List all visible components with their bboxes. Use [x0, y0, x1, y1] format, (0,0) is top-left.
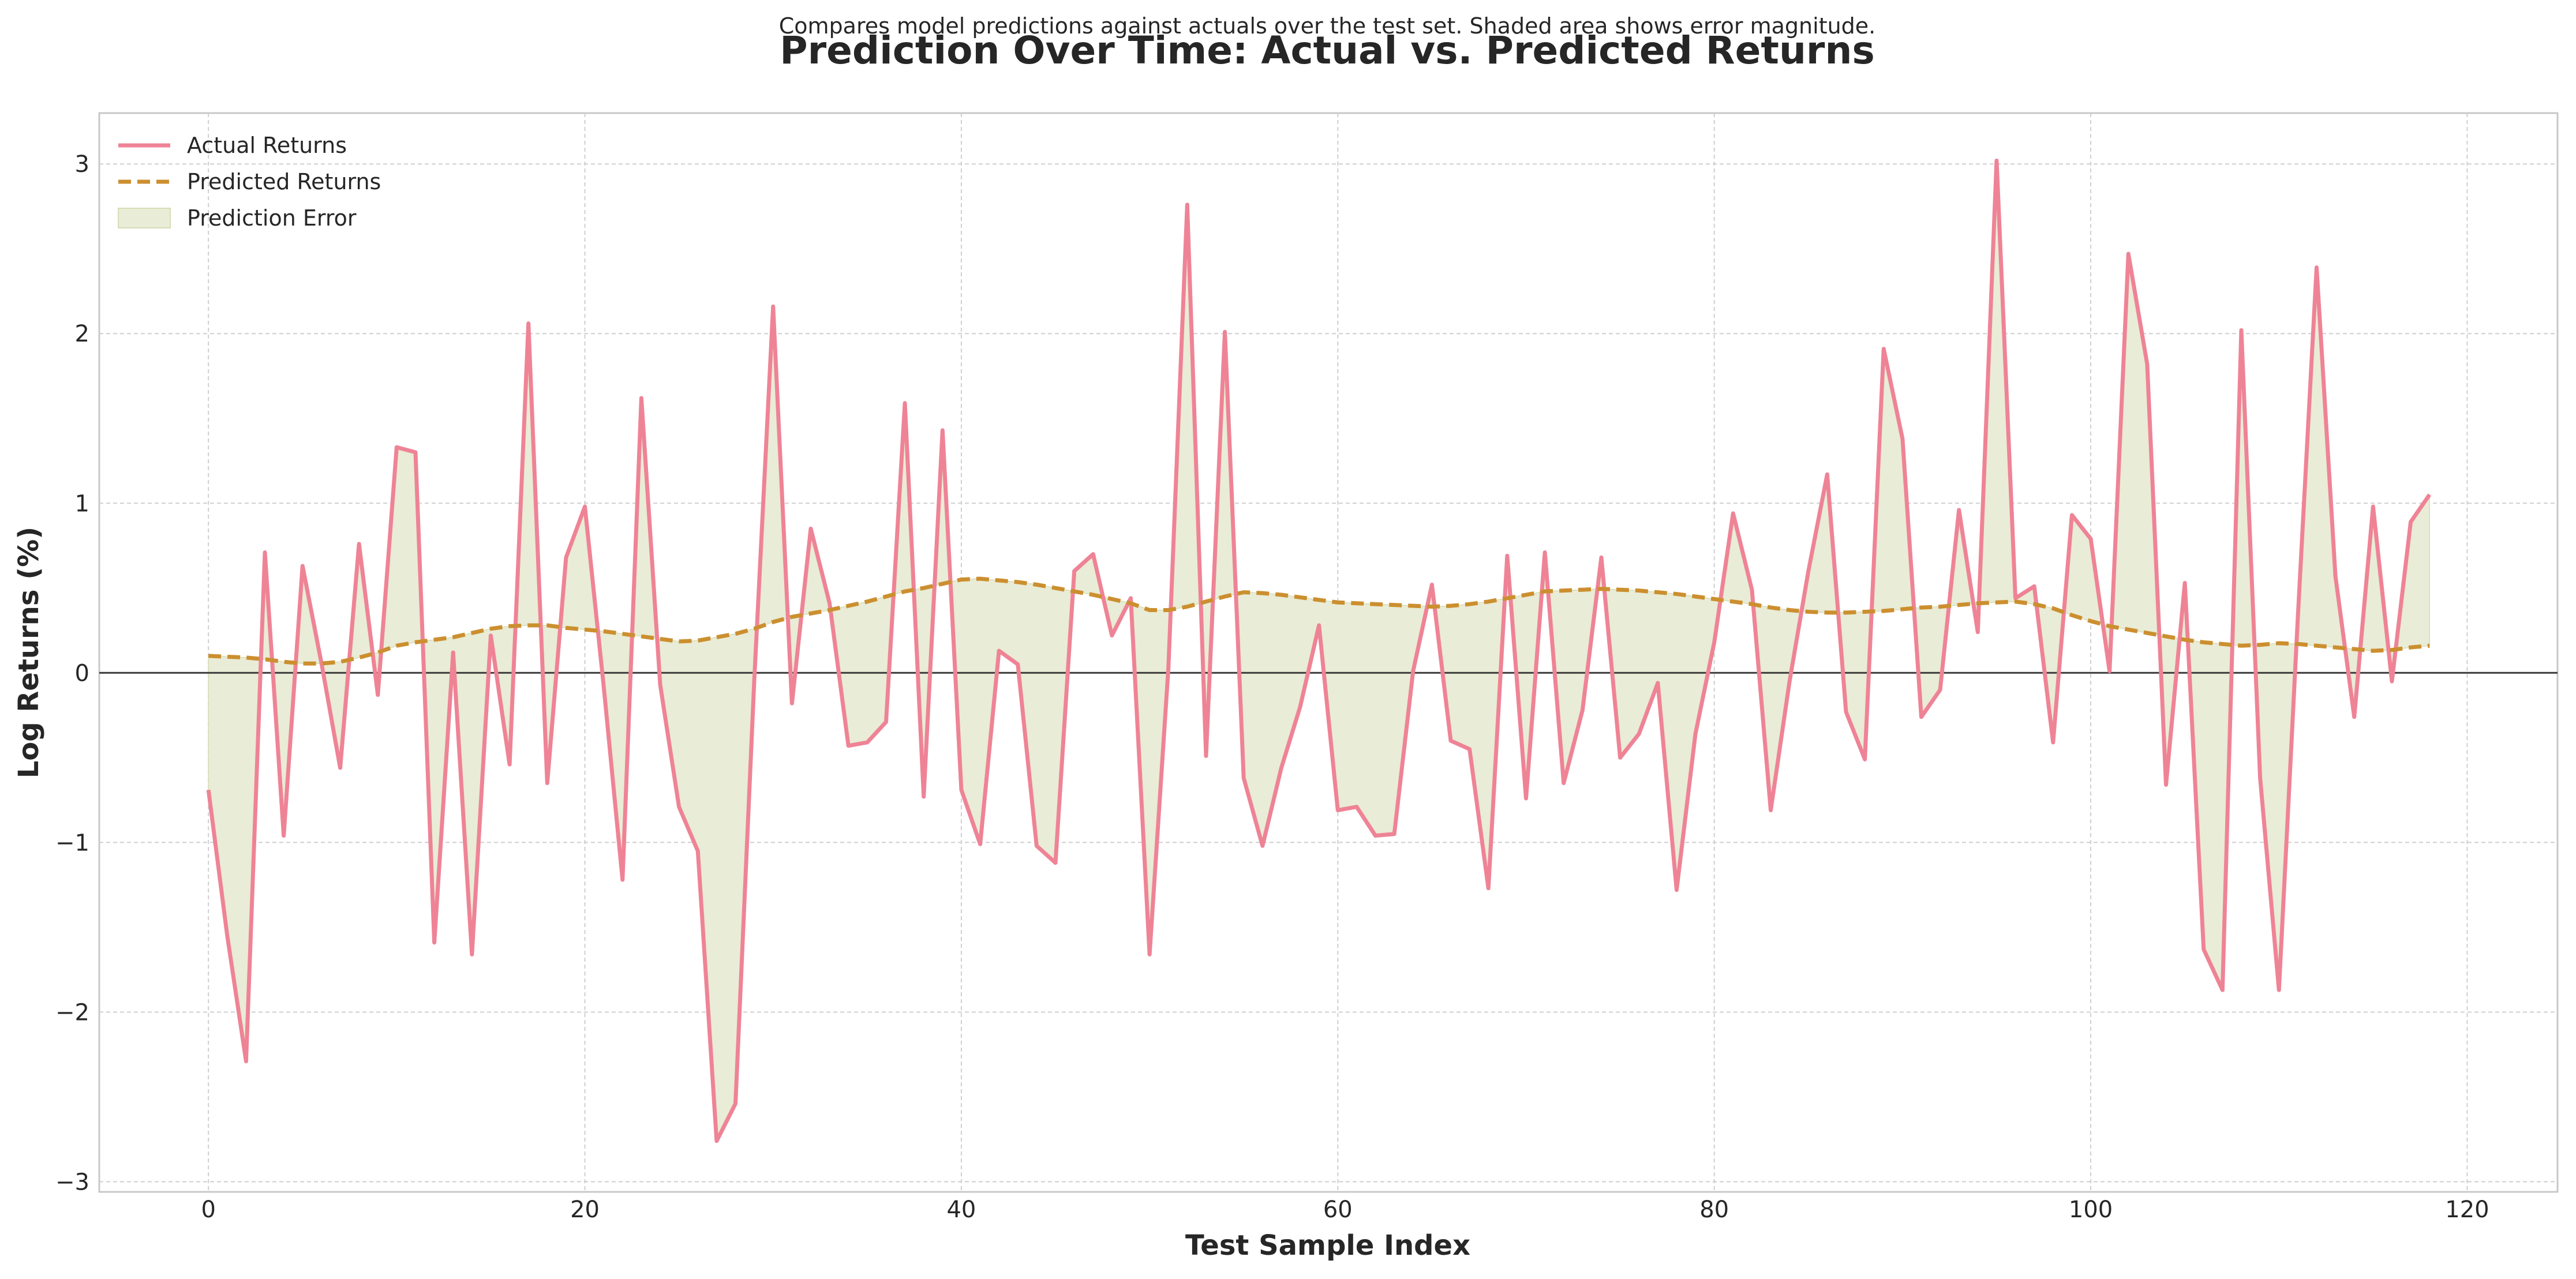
x-tick-label: 120 — [2445, 1197, 2489, 1223]
predicted-returns-line — [208, 576, 2430, 666]
y-tick-label: 1 — [75, 490, 89, 517]
legend-error-swatch — [118, 208, 171, 228]
x-tick-label: 40 — [946, 1197, 976, 1223]
x-tick-label: 0 — [201, 1197, 215, 1223]
x-axis-ticks: 0 20 40 60 80 100 120 — [201, 1197, 2489, 1223]
y-tick-label: 0 — [75, 660, 89, 687]
y-tick-label: −1 — [55, 830, 89, 856]
chart-title: Prediction Over Time: Actual vs. Predict… — [780, 28, 1875, 73]
y-tick-label: 3 — [75, 151, 89, 178]
actual-returns-line — [206, 158, 2432, 1143]
legend-predicted-label: Predicted Returns — [187, 169, 381, 194]
legend-error-label: Prediction Error — [187, 205, 357, 231]
x-tick-label: 20 — [570, 1197, 600, 1223]
x-tick-label: 60 — [1323, 1197, 1353, 1223]
y-tick-label: 2 — [75, 321, 89, 347]
plot-area — [98, 112, 2559, 1193]
y-axis-label: Log Returns (%) — [13, 527, 45, 778]
x-axis-label: Test Sample Index — [1185, 1229, 1470, 1262]
y-tick-label: −2 — [55, 999, 89, 1026]
legend: Actual Returns Predicted Returns Predict… — [118, 133, 381, 231]
y-tick-label: −3 — [55, 1169, 89, 1195]
legend-actual-label: Actual Returns — [187, 133, 347, 158]
x-tick-label: 100 — [2069, 1197, 2113, 1223]
y-axis-ticks: −3 −2 −1 0 1 2 3 — [55, 151, 89, 1195]
chart-subtitle: Compares model predictions against actua… — [779, 13, 1876, 39]
x-tick-label: 80 — [1699, 1197, 1729, 1223]
